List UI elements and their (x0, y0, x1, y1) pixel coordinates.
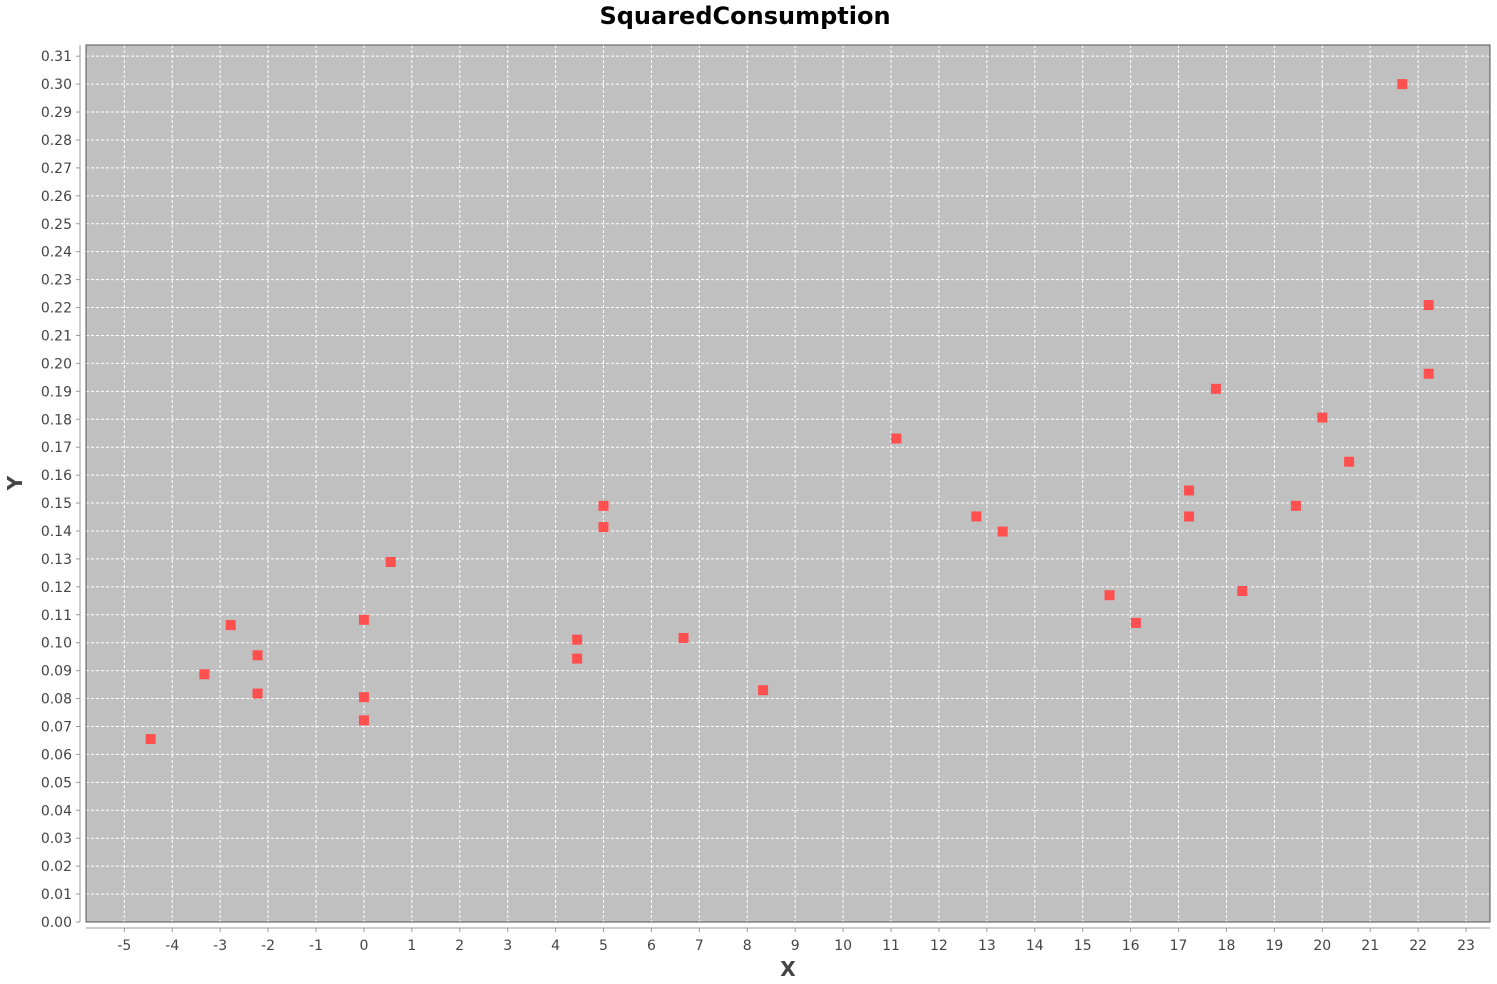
y-tick-label: 0.25 (41, 217, 72, 233)
y-tick-label: 0.01 (41, 887, 72, 903)
y-tick-label: 0.20 (41, 356, 72, 372)
x-tick-label: -1 (309, 938, 323, 954)
y-tick-label: 0.08 (41, 692, 72, 708)
x-tick-label: 22 (1409, 938, 1427, 954)
x-tick-label: 20 (1313, 938, 1331, 954)
data-point (1104, 590, 1115, 601)
data-point (1423, 368, 1434, 379)
x-tick-label: -3 (213, 938, 227, 954)
y-tick-label: 0.03 (41, 831, 72, 847)
x-tick-label: 2 (455, 938, 464, 954)
y-tick-label: 0.31 (41, 49, 72, 65)
x-tick-label: 1 (407, 938, 416, 954)
y-tick-label: 0.26 (41, 189, 72, 205)
y-tick-label: 0.27 (41, 161, 72, 177)
data-point (1237, 586, 1248, 597)
plot-border (85, 44, 1491, 923)
y-tick-label: 0.07 (41, 719, 72, 735)
x-tick-label: 0 (359, 938, 368, 954)
y-tick-label: 0.22 (41, 301, 72, 317)
x-tick-label: 13 (978, 938, 996, 954)
data-point (1344, 456, 1355, 467)
x-tick-label: 18 (1218, 938, 1236, 954)
x-tick-label: 14 (1026, 938, 1044, 954)
x-tick-label: 6 (647, 938, 656, 954)
y-tick-label: 0.19 (41, 384, 72, 400)
chart-title: SquaredConsumption (599, 2, 890, 30)
data-point (598, 500, 609, 511)
data-point (358, 715, 369, 726)
x-tick-label: 4 (551, 938, 560, 954)
y-tick-label: 0.09 (41, 664, 72, 680)
x-tick-label: -2 (261, 938, 275, 954)
y-tick-label: 0.30 (41, 77, 72, 93)
y-tick-label: 0.10 (41, 636, 72, 652)
data-point (358, 692, 369, 703)
x-axis-label: X (780, 957, 796, 981)
x-tick-label: 12 (930, 938, 948, 954)
data-point (358, 614, 369, 625)
data-point (199, 669, 210, 680)
data-point (1210, 383, 1221, 394)
data-point (225, 620, 236, 631)
x-tick-label: 16 (1122, 938, 1140, 954)
data-point (1130, 617, 1141, 628)
y-tick-label: 0.06 (41, 747, 72, 763)
y-tick-label: 0.11 (41, 608, 72, 624)
x-tick-label: 23 (1457, 938, 1475, 954)
y-tick-label: 0.28 (41, 133, 72, 149)
y-tick-label: 0.05 (41, 775, 72, 791)
x-tick-label: 21 (1361, 938, 1379, 954)
data-point (997, 526, 1008, 537)
x-tick-label: 7 (695, 938, 704, 954)
x-tick-label: 10 (834, 938, 852, 954)
y-tick-label: 0.16 (41, 468, 72, 484)
x-tick-label: 19 (1265, 938, 1283, 954)
x-tick-label: 9 (791, 938, 800, 954)
data-point (1290, 500, 1301, 511)
data-point (758, 685, 769, 696)
y-tick-label: 0.23 (41, 273, 72, 289)
y-tick-label: 0.00 (41, 915, 72, 931)
data-point (385, 556, 396, 567)
data-point (1184, 511, 1195, 522)
plot-background (86, 45, 1490, 922)
data-point (971, 511, 982, 522)
y-tick-label: 0.29 (41, 105, 72, 121)
x-tick-label: -4 (165, 938, 179, 954)
y-tick-label: 0.02 (41, 859, 72, 875)
data-point (252, 650, 263, 661)
y-tick-label: 0.13 (41, 552, 72, 568)
x-tick-label: 8 (743, 938, 752, 954)
data-point (1317, 412, 1328, 423)
data-point (1184, 485, 1195, 496)
y-tick-label: 0.12 (41, 580, 72, 596)
data-point (252, 688, 263, 699)
data-point (891, 433, 902, 444)
data-point (572, 634, 583, 645)
y-tick-label: 0.15 (41, 496, 72, 512)
y-tick-label: 0.18 (41, 412, 72, 428)
data-point (145, 734, 156, 745)
data-point (1397, 79, 1408, 90)
y-axis-label: Y (3, 475, 27, 491)
x-tick-label: 5 (599, 938, 608, 954)
x-tick-label: 11 (882, 938, 900, 954)
y-tick-label: 0.04 (41, 803, 72, 819)
data-point (1423, 300, 1434, 311)
x-tick-label: 3 (503, 938, 512, 954)
y-tick-label: 0.17 (41, 440, 72, 456)
x-tick-label: 15 (1074, 938, 1092, 954)
data-point (572, 653, 583, 664)
x-tick-label: -5 (117, 938, 131, 954)
plot-area: -5 -4 -3 -2 -1 0 1 2 3 4 5 6 7 8 9 10 11 12 13 14 15 16 17 18 19… (41, 44, 1491, 954)
data-point (598, 522, 609, 533)
y-tick-label: 0.14 (41, 524, 72, 540)
y-tick-label: 0.21 (41, 328, 72, 344)
data-point (678, 632, 689, 643)
y-tick-label: 0.24 (41, 245, 72, 261)
x-tick-label: 17 (1170, 938, 1188, 954)
